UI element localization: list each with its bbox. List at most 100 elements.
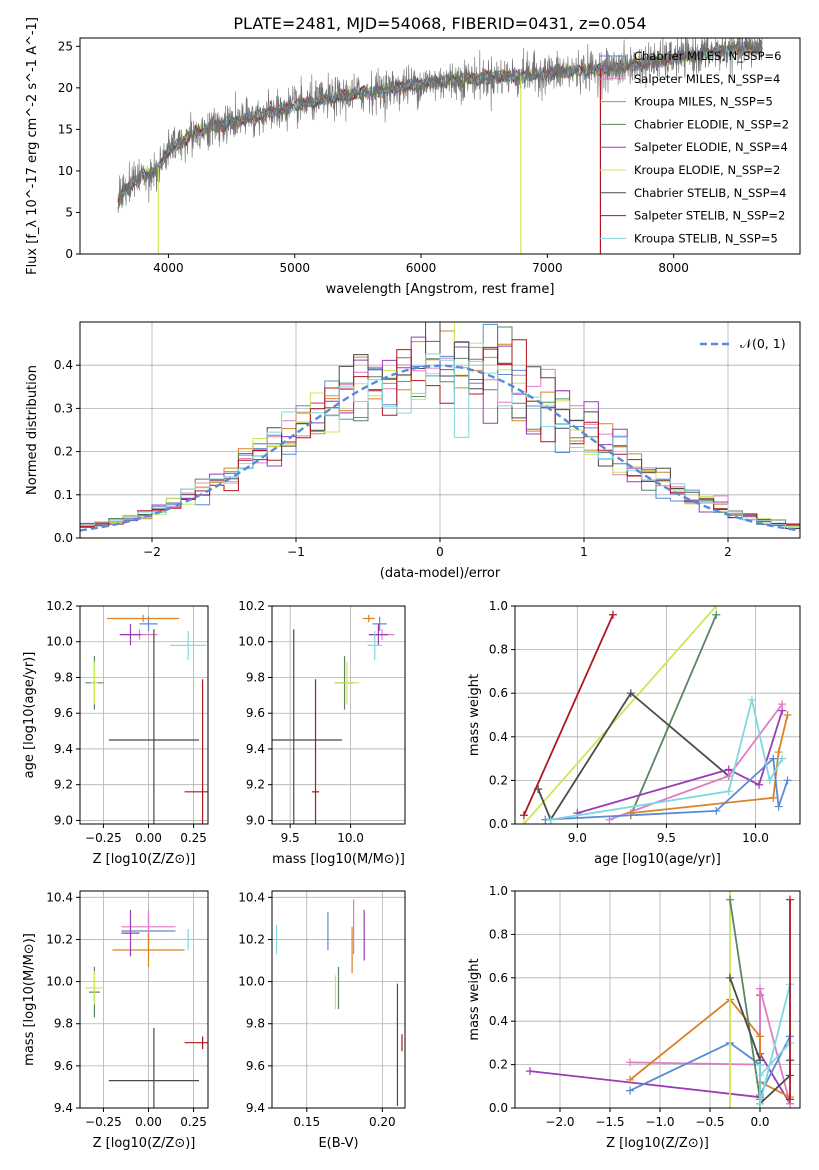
y-tick-label: 0.8: [489, 927, 508, 941]
y-tick-label: 9.4: [246, 742, 265, 756]
y-tick-label: 0.2: [489, 773, 508, 787]
x-axis-label: Z [log10(Z/Z⊙)]: [93, 852, 196, 867]
plot-area: [117, 38, 763, 254]
x-axis-label: Z [log10(Z/Z⊙)]: [606, 1136, 709, 1151]
plot-area: [85, 614, 208, 824]
mass-weight-marker: [626, 689, 635, 698]
mass-weight-marker: [626, 1086, 634, 1095]
y-tick-label: 9.0: [246, 813, 265, 827]
y-tick-label: 9.2: [246, 778, 265, 792]
mass-weight-line: [523, 614, 614, 816]
mass-weight-marker: [712, 610, 721, 619]
plot-area: [275, 899, 403, 1106]
y-tick-label: 9.8: [246, 670, 265, 684]
spectrum-legend: Chabrier MILES, N_SSP=6 Salpeter MILES, N…: [600, 49, 789, 245]
mass-weight-marker: [534, 785, 543, 794]
mass-weight-line: [523, 606, 717, 824]
axes-frame: [271, 890, 406, 1109]
x-axis-label: mass [log10(M/M⊙)]: [272, 852, 405, 867]
y-tick-label: 0.0: [54, 531, 73, 545]
mass-weight-marker: [608, 610, 617, 619]
plot-area: [526, 891, 794, 1108]
residual-histogram: [80, 353, 800, 528]
x-tick-label: 0: [436, 545, 444, 559]
mass-weight-marker: [769, 754, 778, 763]
mass-weight-marker: [519, 820, 528, 824]
legend-entry: Salpeter MILES, N_SSP=4: [634, 72, 780, 86]
y-axis-label: age [log10(age/yr)]: [22, 652, 37, 779]
x-tick-label: 2: [724, 545, 732, 559]
legend-entry: Kroupa STELIB, N_SSP=5: [634, 231, 778, 245]
mass-weight-marker: [724, 772, 733, 781]
y-tick-label: 0.4: [54, 358, 73, 372]
x-tick-label: 0.20: [369, 1115, 396, 1129]
y-axis-label: Flux [f_λ 10^-17 erg cm^-2 s^-1 A^-1]: [25, 17, 40, 275]
x-tick-label: −1.0: [645, 1115, 674, 1129]
grid-lines: [80, 891, 208, 1109]
y-tick-label: 0.6: [489, 971, 508, 985]
mass-weight-marker: [726, 973, 734, 982]
legend-entry: Kroupa ELODIE, N_SSP=2: [634, 163, 780, 177]
age-vs-mass-panel: 9.5 10.0 9.0 9.2 9.4 9.6 9.8 10.0 10.2 mass [log1…: [238, 599, 406, 867]
y-tick-label: 9.4: [54, 1101, 73, 1115]
x-tick-label: 5000: [279, 261, 310, 275]
x-tick-label: 9.5: [657, 831, 676, 845]
y-tick-label: 0.3: [54, 401, 73, 415]
y-tick-label: 9.8: [54, 670, 73, 684]
y-tick-label: 9.6: [246, 706, 265, 720]
plot-area: [519, 606, 792, 824]
mass-weight-line: [537, 691, 730, 822]
y-tick-label: 9.0: [54, 813, 73, 827]
legend-entry: Chabrier ELODIE, N_SSP=2: [634, 117, 789, 131]
grid-lines: [272, 605, 405, 824]
axes-frame: [79, 605, 209, 825]
mass-weight-marker: [726, 1104, 734, 1108]
mass-weight-marker: [756, 1060, 764, 1069]
x-axis-label: (data-model)/error: [380, 566, 501, 581]
mass-weight-marker: [774, 802, 783, 811]
y-tick-label: 15: [58, 122, 73, 136]
x-tick-label: 0.00: [135, 831, 162, 845]
residuals-panel: −2 −1 0 1 2 0.0 0.1 0.2 0.3 0.4 (data-model)/error…: [25, 321, 801, 581]
y-tick-label: 5: [65, 205, 73, 219]
y-axis-label: mass [log10(M/M⊙)]: [22, 933, 37, 1066]
y-tick-label: 10.2: [238, 932, 265, 946]
mass-weight-marker: [778, 754, 787, 763]
x-tick-label: −0.5: [695, 1115, 724, 1129]
mass-vs-extinction-panel: 0.15 0.20 9.4 9.6 9.8 10.0 10.2 10.4 E(B-V): [238, 890, 406, 1151]
y-tick-label: 0.4: [489, 1014, 508, 1028]
mass-weight-marker: [765, 776, 774, 785]
x-tick-label: 0.0: [750, 1115, 769, 1129]
y-tick-label: 0.6: [489, 686, 508, 700]
y-tick-label: 10.2: [238, 599, 265, 613]
y-tick-label: 1.0: [489, 599, 508, 613]
x-tick-label: 0.25: [180, 1115, 207, 1129]
mass-weight-marker: [546, 815, 555, 824]
residual-histogram: [80, 339, 800, 528]
x-tick-label: 0.00: [135, 1115, 162, 1129]
y-tick-label: 10: [58, 164, 73, 178]
mass-weight-marker: [783, 711, 792, 719]
weight-vs-age-panel: 9.0 9.5 10.0 0.0 0.2 0.4 0.6 0.8 1.0 age [log10(a…: [467, 599, 801, 867]
spectrum-panel: 4000 5000 6000 7000 8000 0 5 10 15 20 25 wavelength…: [25, 17, 801, 297]
y-axis-label: Normed distribution: [25, 365, 40, 495]
y-tick-label: 10.0: [46, 975, 73, 989]
y-tick-label: 9.6: [246, 1059, 265, 1073]
mass-weight-marker: [769, 793, 778, 802]
mass-weight-marker: [526, 1067, 534, 1076]
y-tick-label: 0.1: [54, 488, 73, 502]
y-tick-label: 10.0: [46, 635, 73, 649]
mass-weight-marker: [712, 806, 721, 815]
mass-weight-marker: [756, 1032, 764, 1041]
x-tick-label: −1: [287, 545, 305, 559]
legend-entry: 𝒩(0, 1): [740, 336, 786, 351]
figure-title: PLATE=2481, MJD=54068, FIBERID=0431, z=0…: [233, 14, 646, 33]
mass-weight-marker: [747, 695, 756, 704]
y-tick-label: 10.4: [46, 890, 73, 904]
mass-weight-line: [577, 710, 784, 814]
x-tick-label: −1.5: [595, 1115, 624, 1129]
x-tick-label: 10.0: [337, 831, 364, 845]
x-tick-label: 1: [580, 545, 588, 559]
axes-frame: [514, 890, 801, 1109]
